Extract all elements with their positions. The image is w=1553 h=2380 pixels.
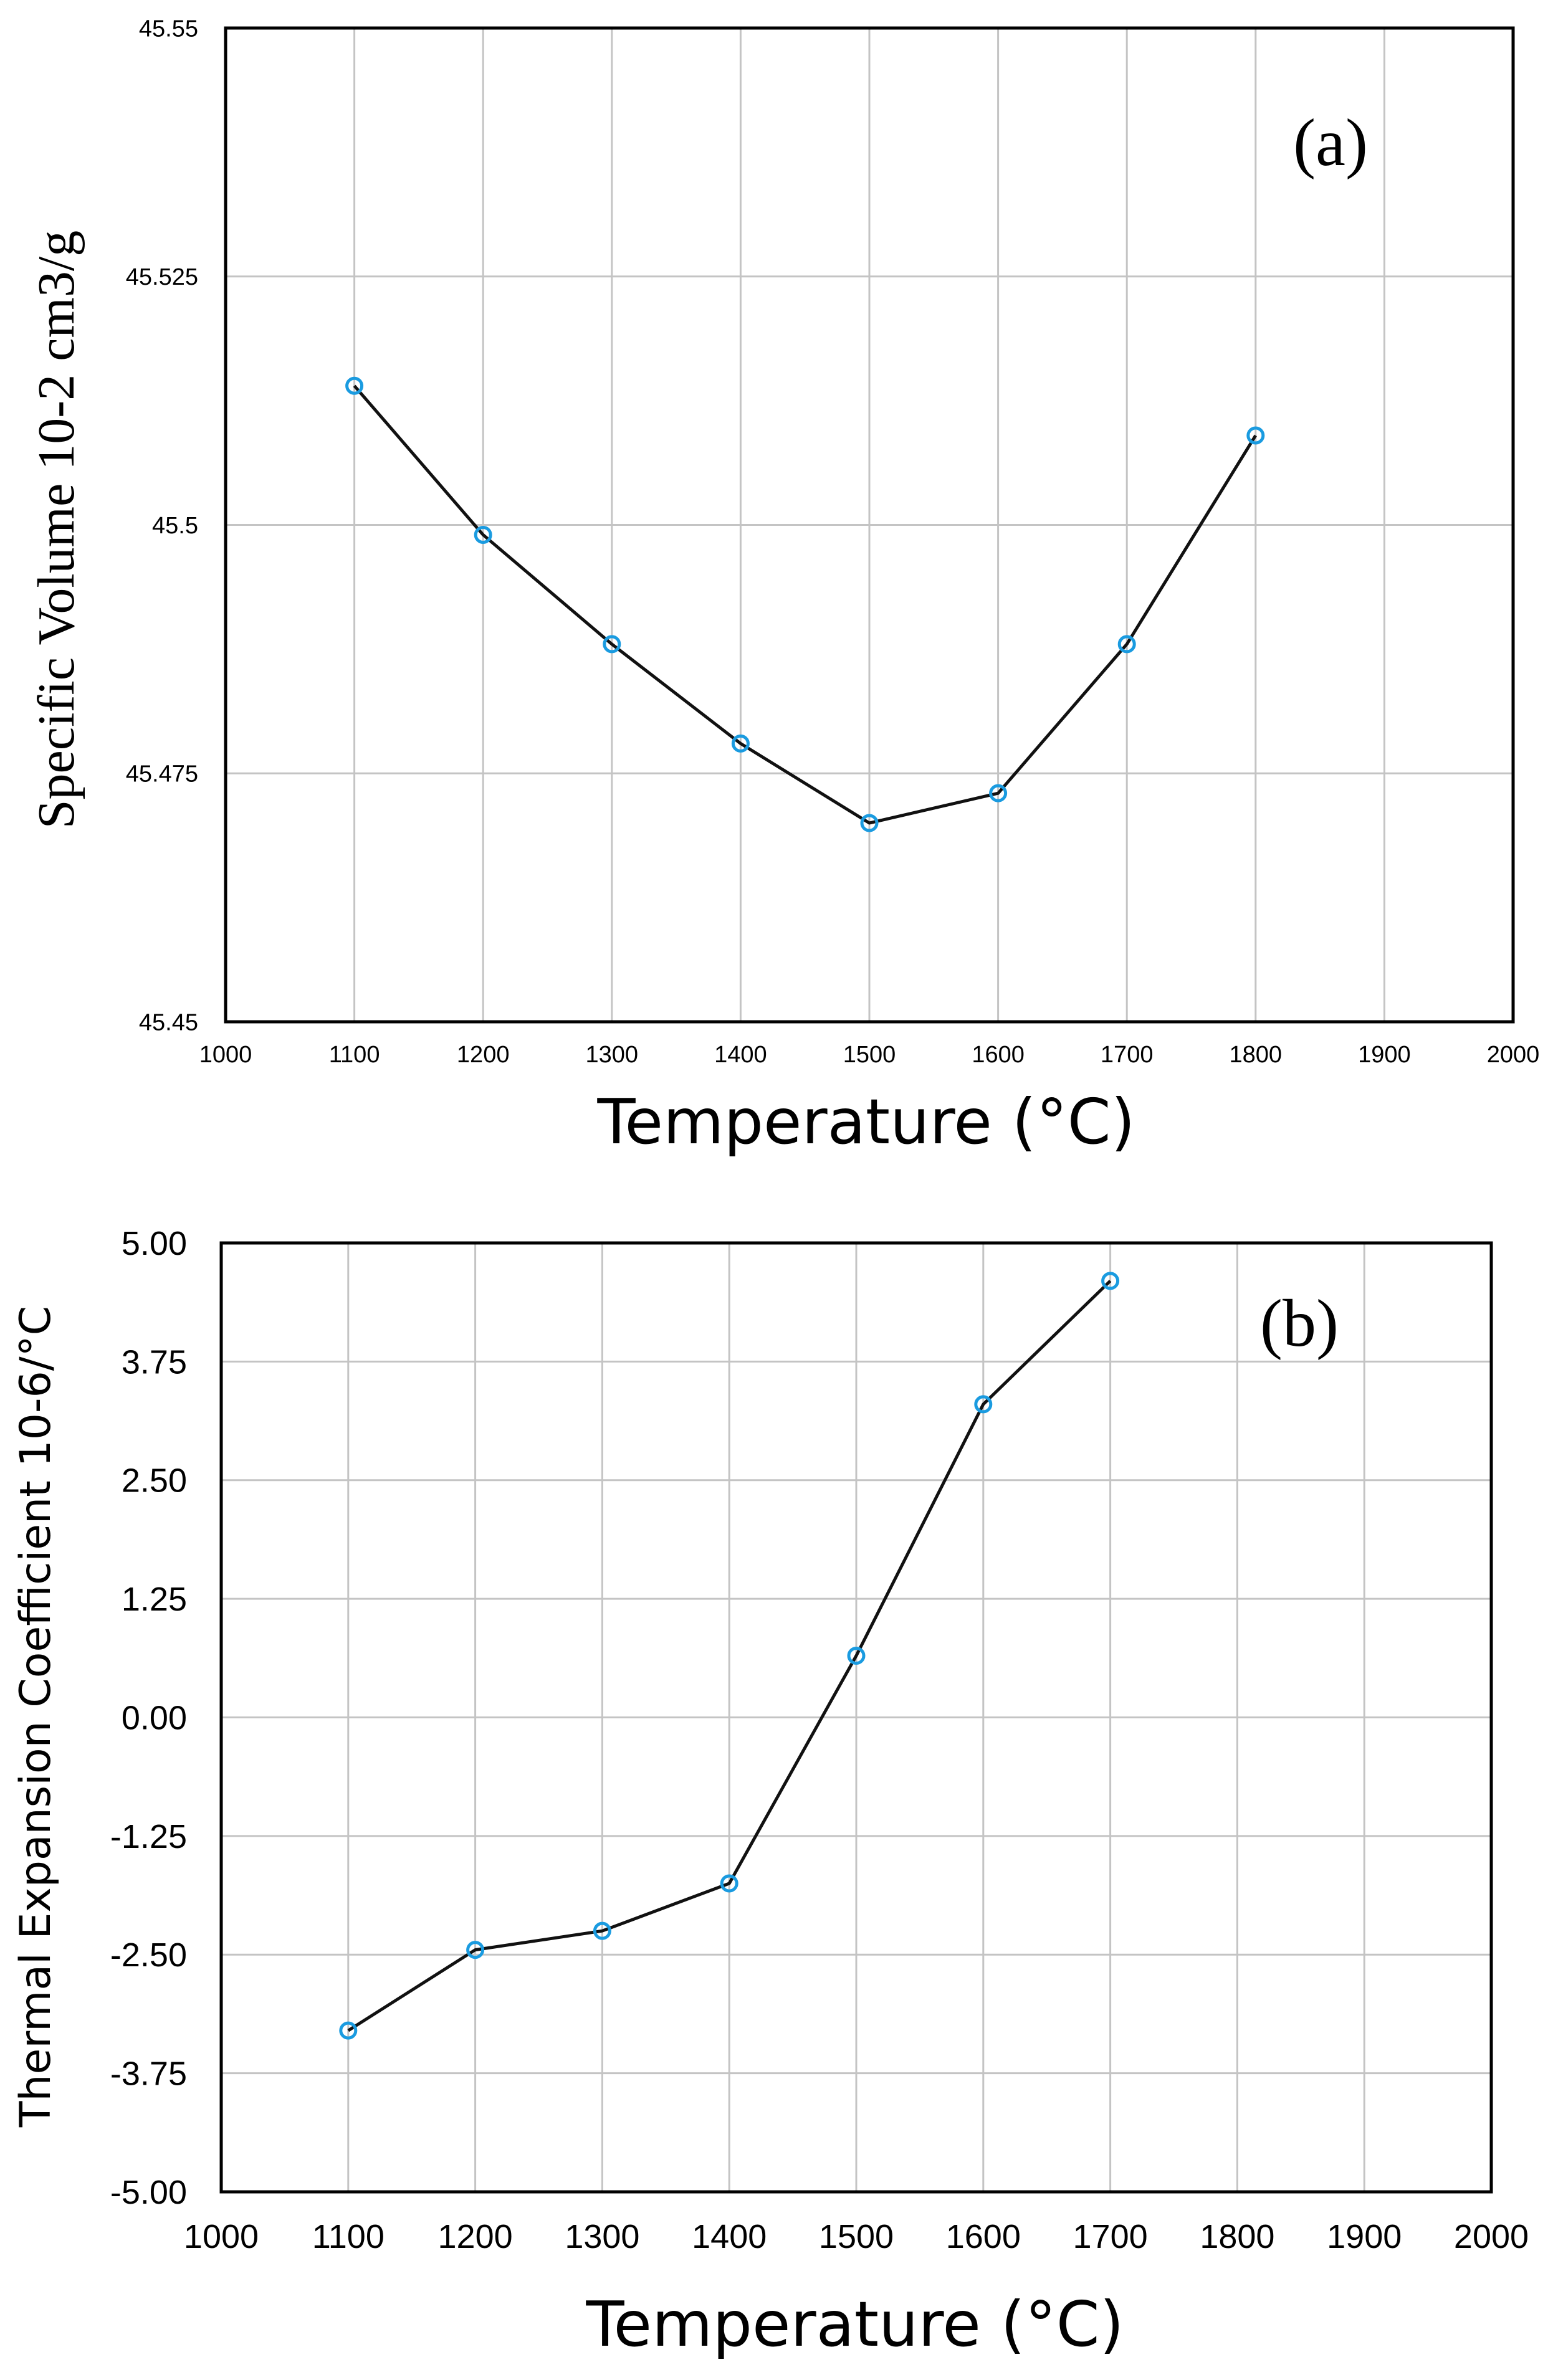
x-tick-label-a: 1100 — [329, 1042, 380, 1068]
x-tick-label-a: 1200 — [457, 1042, 510, 1068]
x-ticks-a: 1000 1100 1200 1300 1400 1500 1600 1700 1800 1900… — [199, 1042, 1540, 1068]
x-tick-label-b: 1000 — [184, 2218, 259, 2255]
y-tick-label-a: 45.475 — [126, 761, 198, 788]
y-tick-label-b: 2.50 — [122, 1462, 187, 1500]
y-tick-label-a: 45.5 — [152, 513, 198, 539]
series-b — [339, 1272, 1120, 2040]
x-tick-label-a: 1900 — [1358, 1042, 1411, 1068]
y-tick-label-a: 45.525 — [126, 264, 198, 290]
series-line-a — [353, 384, 1257, 825]
data-point-a — [345, 376, 364, 395]
x-tick-label-a: 1600 — [972, 1042, 1025, 1068]
series-a — [345, 376, 1265, 832]
y-tick-label-b: -2.50 — [110, 1936, 187, 1974]
x-tick-label-b: 1900 — [1327, 2218, 1402, 2255]
x-tick-label-b: 1500 — [819, 2218, 894, 2255]
plot-frame-b — [219, 1241, 1493, 2194]
data-point-a — [1117, 635, 1136, 654]
data-point-a — [603, 635, 621, 654]
grid-a — [226, 28, 1513, 1022]
x-tick-label-b: 1600 — [946, 2218, 1021, 2255]
grid-b — [221, 1243, 1491, 2192]
panel-b: 1000 1100 1200 1300 1400 1500 1600 1700 1800 1900… — [11, 1225, 1529, 2361]
y-tick-label-b: -3.75 — [110, 2055, 187, 2093]
x-tick-label-a: 1500 — [843, 1042, 896, 1068]
x-tick-label-a: 1400 — [714, 1042, 767, 1068]
data-point-b — [720, 1874, 738, 1893]
panel-a: 1000 1100 1200 1300 1400 1500 1600 1700 1800 1900… — [27, 16, 1539, 1158]
x-tick-label-b: 2000 — [1454, 2218, 1529, 2255]
data-point-b — [974, 1395, 993, 1414]
data-point-a — [474, 525, 492, 544]
y-tick-label-b: -5.00 — [110, 2174, 187, 2211]
y-tick-label-b: 3.75 — [122, 1343, 187, 1381]
y-axis-label-a: Specific Volume 10-2 cm3/g — [27, 231, 85, 829]
data-point-b — [1101, 1272, 1120, 1290]
data-point-b — [593, 1921, 611, 1940]
y-tick-label-b: 0.00 — [122, 1699, 187, 1736]
panel-label-b: (b) — [1260, 1287, 1339, 1361]
y-tick-label-a: 45.55 — [139, 16, 198, 42]
data-point-b — [466, 1941, 485, 1959]
x-tick-label-b: 1300 — [565, 2218, 639, 2255]
data-point-a — [989, 784, 1008, 802]
x-axis-label-b: Temperature (°C) — [585, 2288, 1124, 2361]
x-tick-label-b: 1200 — [438, 2218, 513, 2255]
data-point-b — [847, 1647, 866, 1665]
y-axis-label-b: Thermal Expansion Coefficient 10-6/°C — [11, 1306, 60, 2128]
y-ticks-b: -5.00 -3.75 -2.50 -1.25 0.00 1.25 2.50 3.75 5.00 — [110, 1225, 187, 2211]
plot-frame-a — [224, 26, 1515, 1024]
data-point-a — [731, 734, 750, 753]
y-tick-label-b: 1.25 — [122, 1581, 187, 1618]
data-point-a — [1246, 426, 1265, 445]
x-tick-label-a: 2000 — [1487, 1042, 1540, 1068]
x-tick-label-b: 1100 — [312, 2218, 385, 2255]
panel-label-a: (a) — [1293, 106, 1368, 180]
y-tick-label-a: 45.45 — [139, 1009, 198, 1035]
x-tick-label-a: 1300 — [586, 1042, 639, 1068]
data-point-a — [860, 814, 879, 832]
y-tick-label-b: 5.00 — [122, 1225, 187, 1262]
data-point-b — [339, 2021, 358, 2040]
x-tick-label-a: 1000 — [199, 1042, 252, 1068]
x-tick-label-a: 1800 — [1230, 1042, 1283, 1068]
x-axis-label-a: Temperature (°C) — [596, 1085, 1135, 1158]
x-ticks-b: 1000 1100 1200 1300 1400 1500 1600 1700 1800 1900… — [184, 2218, 1529, 2255]
x-tick-label-b: 1400 — [692, 2218, 767, 2255]
y-ticks-a: 45.45 45.475 45.5 45.525 45.55 — [126, 16, 198, 1035]
x-tick-label-a: 1700 — [1101, 1042, 1154, 1068]
series-line-b — [347, 1280, 1112, 2032]
x-tick-label-b: 1700 — [1073, 2218, 1148, 2255]
y-tick-label-b: -1.25 — [110, 1818, 187, 1855]
x-tick-label-b: 1800 — [1200, 2218, 1274, 2255]
